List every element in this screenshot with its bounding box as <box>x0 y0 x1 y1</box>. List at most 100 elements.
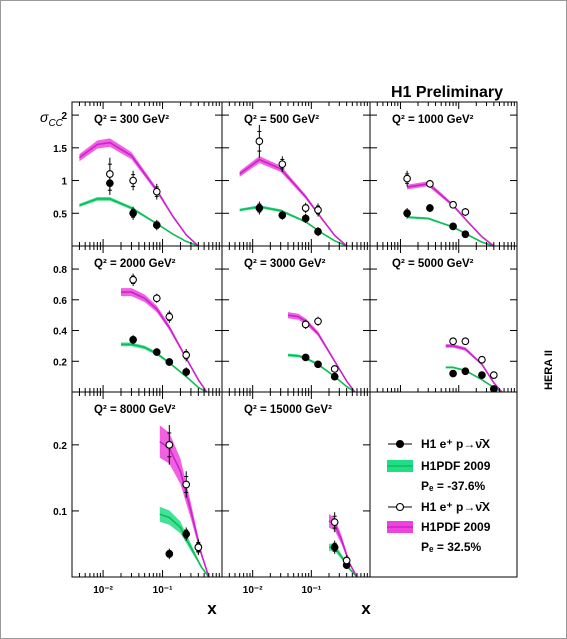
pos-data-point-3 <box>194 539 203 556</box>
panel-q2-label: Q² = 5000 GeV² <box>392 258 474 270</box>
open-marker <box>194 543 203 552</box>
x-tick-label: 10⁻¹ <box>301 585 321 596</box>
y-tick-label: 0.2 <box>53 441 67 452</box>
filled-marker <box>129 209 137 218</box>
y-tick-label: 1.5 <box>53 144 67 155</box>
x-axis-label-right: x <box>361 599 371 618</box>
open-marker <box>330 518 339 527</box>
pos-data-point-4 <box>489 371 498 379</box>
neg-theory-curve <box>79 198 199 246</box>
legend-open-marker <box>395 502 405 512</box>
legend-entry-4: H1 e⁺ p→ν̄X <box>388 500 490 514</box>
panel-8: Q² = 15000 GeV² 10⁻² 10⁻¹ <box>221 391 371 596</box>
panel-q2-label: Q² = 300 GeV² <box>94 114 169 126</box>
panel-background <box>222 102 370 246</box>
legend-entry-6: Pₑ = 32.5% <box>421 540 482 554</box>
filled-marker <box>255 204 264 212</box>
pos-data-point-2 <box>152 293 161 303</box>
panel-q2-label: Q² = 2000 GeV² <box>94 258 176 270</box>
filled-marker <box>182 368 191 376</box>
legend-filled-marker <box>395 439 405 449</box>
neg-data-point-3 <box>165 358 174 366</box>
neg-data-point-2 <box>152 348 161 356</box>
filled-marker <box>449 369 457 378</box>
pos-data-point-3 <box>165 310 174 323</box>
filled-marker <box>461 367 470 376</box>
open-marker <box>152 187 161 196</box>
panel-5: Q² = 3000 GeV² <box>221 245 371 393</box>
neg-data-point-1 <box>129 335 137 345</box>
open-marker <box>314 317 322 326</box>
header-label: H1 Preliminary <box>391 84 503 101</box>
panel-background <box>72 246 222 392</box>
open-marker <box>165 441 174 449</box>
open-marker <box>426 179 434 188</box>
panel-7: 0.1 0.2 Q² = 8000 GeV² 10⁻² 10⁻¹ <box>53 391 223 596</box>
legend-label: Pₑ = 32.5% <box>421 540 482 554</box>
neg-data-point-2 <box>182 527 191 541</box>
y-tick-label: 0.4 <box>53 327 67 338</box>
x-tick-label: 10⁻² <box>93 585 113 596</box>
neg-data-point-4 <box>461 230 470 239</box>
pos-data-point-2 <box>129 170 137 191</box>
legend-label: H1PDF 2009 <box>421 520 491 534</box>
panel-background <box>370 102 517 246</box>
side-label: HERA II <box>543 350 555 390</box>
y-tick-label: 0.1 <box>53 507 67 518</box>
filled-marker <box>152 348 161 356</box>
empty-panel-frame <box>369 391 518 578</box>
filled-marker <box>426 204 434 212</box>
panels-group: 0.5 1 1.5 2 Q² = 300 GeV² Q² = 500 GeV² Q² = 1… <box>53 101 518 596</box>
filled-marker <box>461 230 470 239</box>
filled-marker <box>301 214 310 223</box>
x-tick-label: 10⁻¹ <box>153 585 173 596</box>
open-marker <box>301 320 310 329</box>
filled-marker <box>301 353 310 362</box>
legend-entry-2: H1PDF 2009 <box>387 459 491 473</box>
legend-entry-5: H1PDF 2009 <box>387 520 491 534</box>
open-marker <box>129 275 137 284</box>
pos-data-point-1 <box>106 157 114 191</box>
neg-data-point-2 <box>314 360 322 369</box>
open-marker <box>106 170 114 178</box>
y-tick-label: 0.5 <box>53 209 67 220</box>
neg-data-point-2 <box>461 367 470 376</box>
pos-theory-curve <box>445 345 503 392</box>
legend-label: H1 e⁺ p→ν̄X <box>421 437 490 451</box>
panel-plot-area <box>159 425 210 577</box>
legend-label: H1 e⁺ p→ν̄X <box>421 500 490 514</box>
pos-data-point-1 <box>255 124 264 158</box>
neg-data-point-3 <box>330 372 339 381</box>
neg-data-point-1 <box>449 369 457 378</box>
x-tick-label: 10⁻² <box>243 585 263 596</box>
neg-data-point-3 <box>449 222 457 231</box>
panel-plot-area <box>287 312 356 392</box>
neg-data-point-2 <box>278 210 287 220</box>
panel-plot-area <box>445 337 503 392</box>
filled-marker <box>129 335 137 344</box>
pos-data-point-4 <box>314 203 322 217</box>
neg-data-point-2 <box>129 206 137 220</box>
y-axis-symbol: σCC <box>40 109 64 129</box>
filled-marker <box>314 227 322 236</box>
pos-data-point-3 <box>301 202 310 214</box>
panel-q2-label: Q² = 3000 GeV² <box>244 258 326 270</box>
legend-label: Pₑ = -37.6% <box>421 479 486 493</box>
pos-data-point-2 <box>342 555 351 566</box>
panel-frame <box>221 391 371 578</box>
x-axis-label-left: x <box>207 599 217 618</box>
y-tick-label: 0.8 <box>53 265 67 276</box>
pos-data-point-1 <box>330 512 339 533</box>
panel-frame <box>369 245 518 393</box>
neg-data-point-4 <box>182 367 191 377</box>
open-marker <box>129 176 137 185</box>
open-marker <box>478 355 486 364</box>
legend-entry-3: Pₑ = -37.6% <box>421 479 486 493</box>
open-marker <box>403 174 411 183</box>
filled-marker <box>314 360 322 369</box>
neg-data-point-1 <box>330 540 339 554</box>
neg-data-point-3 <box>301 213 310 224</box>
pos-data-point-2 <box>461 337 470 346</box>
legend-label: H1PDF 2009 <box>421 459 491 473</box>
